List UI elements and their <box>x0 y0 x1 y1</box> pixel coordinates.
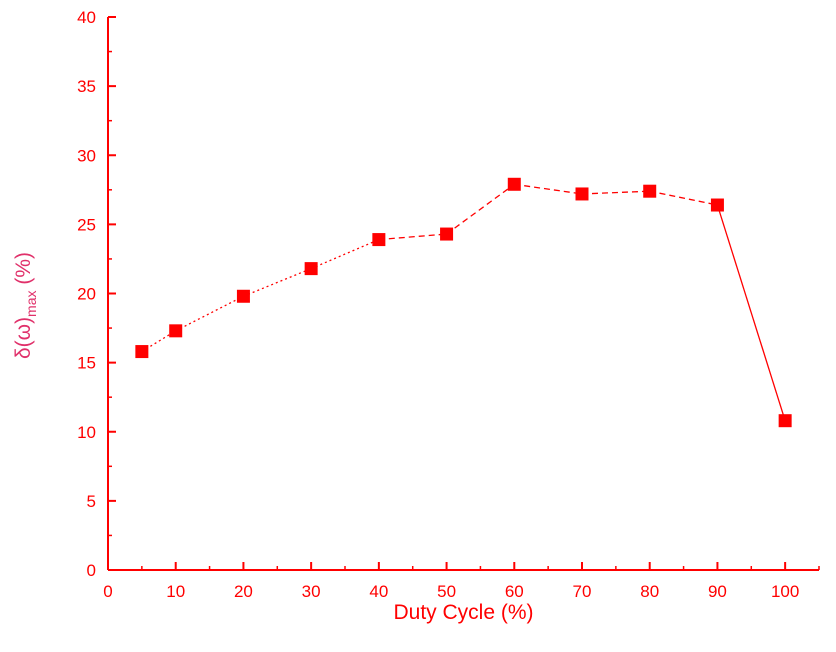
y-tick-label: 0 <box>87 561 96 580</box>
data-point-marker <box>372 233 386 247</box>
y-axis: 0 5 10 15 20 25 30 35 40 <box>77 8 116 580</box>
y-axis-title: δ(ω)max (%) <box>12 252 39 359</box>
x-tick-label: 70 <box>573 582 592 601</box>
data-point-marker <box>710 198 724 212</box>
data-point-marker <box>169 324 183 338</box>
x-tick-label: 50 <box>437 582 456 601</box>
data-point-marker <box>643 184 657 198</box>
y-tick-label: 30 <box>77 146 96 165</box>
data-point-marker <box>304 262 318 276</box>
data-point-marker <box>440 227 454 241</box>
x-tick-label: 100 <box>771 582 799 601</box>
x-tick-label: 90 <box>708 582 727 601</box>
series-line-segment <box>446 183 515 235</box>
series-line-segment <box>716 204 786 421</box>
series-markers <box>135 177 792 428</box>
x-tick-label: 20 <box>234 582 253 601</box>
x-tick-label: 10 <box>166 582 185 601</box>
y-tick-label: 25 <box>77 215 96 234</box>
x-axis-title: Duty Cycle (%) <box>393 601 533 624</box>
data-point-marker <box>236 289 250 303</box>
y-axis-title-subscript: max <box>23 290 39 316</box>
y-axis-title-main: δ(ω) <box>12 317 35 359</box>
series-line-segment <box>378 233 447 241</box>
series-line-segment <box>581 190 650 195</box>
y-tick-label: 20 <box>77 285 96 304</box>
x-tick-label: 80 <box>640 582 659 601</box>
x-tick-label: 0 <box>103 582 112 601</box>
series-line-segment <box>514 183 583 195</box>
y-tick-label: 15 <box>77 354 96 373</box>
x-tick-label: 40 <box>369 582 388 601</box>
y-axis-title-unit: (%) <box>12 252 35 291</box>
data-point-marker <box>135 345 149 359</box>
x-tick-label: 30 <box>302 582 321 601</box>
y-tick-label: 5 <box>87 492 96 511</box>
y-tick-label: 10 <box>77 423 96 442</box>
x-tick-label: 60 <box>505 582 524 601</box>
series-line-segment <box>649 190 718 206</box>
y-tick-label: 35 <box>77 77 96 96</box>
series-line-segment <box>243 268 312 297</box>
series-line-segment <box>175 295 244 332</box>
series-line-segment <box>310 238 380 270</box>
data-point-marker <box>778 414 792 428</box>
data-point-marker <box>507 177 521 191</box>
x-axis: 0 10 20 30 40 50 60 70 80 90 100 <box>103 562 820 601</box>
data-point-marker <box>575 187 589 201</box>
y-tick-label: 40 <box>77 8 96 27</box>
